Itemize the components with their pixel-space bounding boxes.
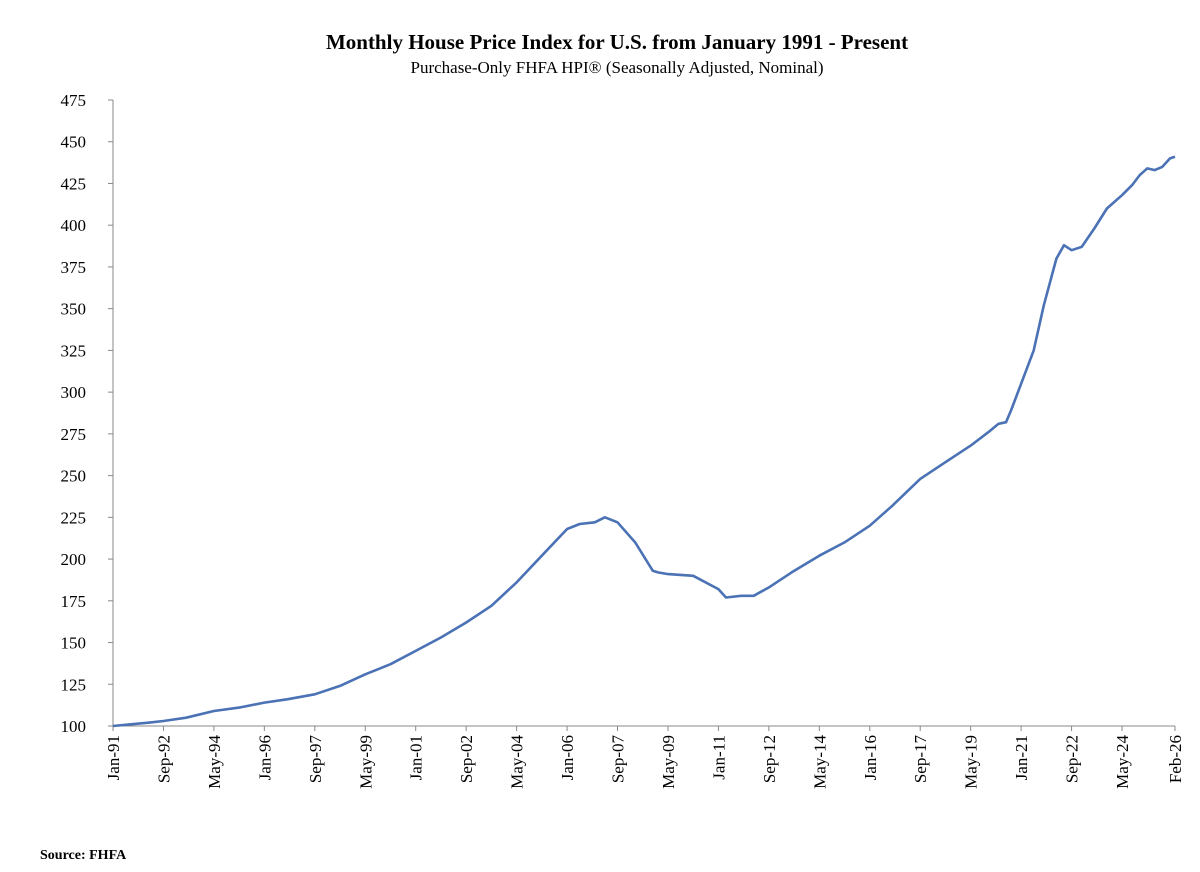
y-tick-label: 225 xyxy=(61,508,87,527)
x-tick-label: Jan-11 xyxy=(709,735,728,780)
x-tick-label: Jan-21 xyxy=(1012,735,1031,780)
x-tick-label: May-09 xyxy=(659,735,678,789)
x-tick-label: May-14 xyxy=(810,735,829,789)
x-tick-label: Sep-07 xyxy=(609,735,628,784)
x-tick-label: Sep-97 xyxy=(306,735,325,784)
x-tick-label: Jan-96 xyxy=(255,735,274,780)
x-tick-label: May-99 xyxy=(356,735,375,789)
y-tick-label: 375 xyxy=(61,258,87,277)
y-tick-label: 100 xyxy=(61,717,87,736)
x-tick-label: May-04 xyxy=(508,735,527,789)
y-tick-label: 400 xyxy=(61,216,87,235)
y-tick-label: 350 xyxy=(61,300,87,319)
chart-title: Monthly House Price Index for U.S. from … xyxy=(325,30,909,54)
hpi-series-line xyxy=(112,155,1176,728)
x-tick-label: May-19 xyxy=(962,735,981,789)
x-tick-label: Jan-06 xyxy=(558,735,577,780)
x-tick-label: Sep-92 xyxy=(154,735,173,783)
x-tick-label: Sep-02 xyxy=(457,735,476,783)
y-tick-label: 125 xyxy=(61,675,87,694)
x-tick-label: Jan-91 xyxy=(104,735,123,780)
y-tick-label: 300 xyxy=(61,383,87,402)
x-tick-label: Jan-01 xyxy=(407,735,426,780)
y-tick-label: 150 xyxy=(61,634,87,653)
y-tick-label: 200 xyxy=(61,550,87,569)
x-tick-label: Jan-16 xyxy=(861,735,880,780)
x-tick-label: May-94 xyxy=(205,735,224,789)
y-tick-label: 450 xyxy=(61,133,87,152)
y-tick-label: 175 xyxy=(61,592,87,611)
y-tick-label: 475 xyxy=(61,91,87,110)
x-tick-label: Sep-12 xyxy=(760,735,779,783)
y-tick-label: 325 xyxy=(61,341,87,360)
x-tick-label: May-24 xyxy=(1113,735,1132,789)
y-tick-label: 275 xyxy=(61,425,87,444)
y-tick-label: 425 xyxy=(61,174,87,193)
chart-subtitle: Purchase-Only FHFA HPI® (Seasonally Adju… xyxy=(410,58,824,77)
x-tick-label: Sep-17 xyxy=(911,735,930,784)
source-note: Source: FHFA xyxy=(40,848,127,863)
y-tick-label: 250 xyxy=(61,467,87,486)
x-tick-label: Feb-26 xyxy=(1166,735,1185,783)
x-tick-label: Sep-22 xyxy=(1063,735,1082,783)
